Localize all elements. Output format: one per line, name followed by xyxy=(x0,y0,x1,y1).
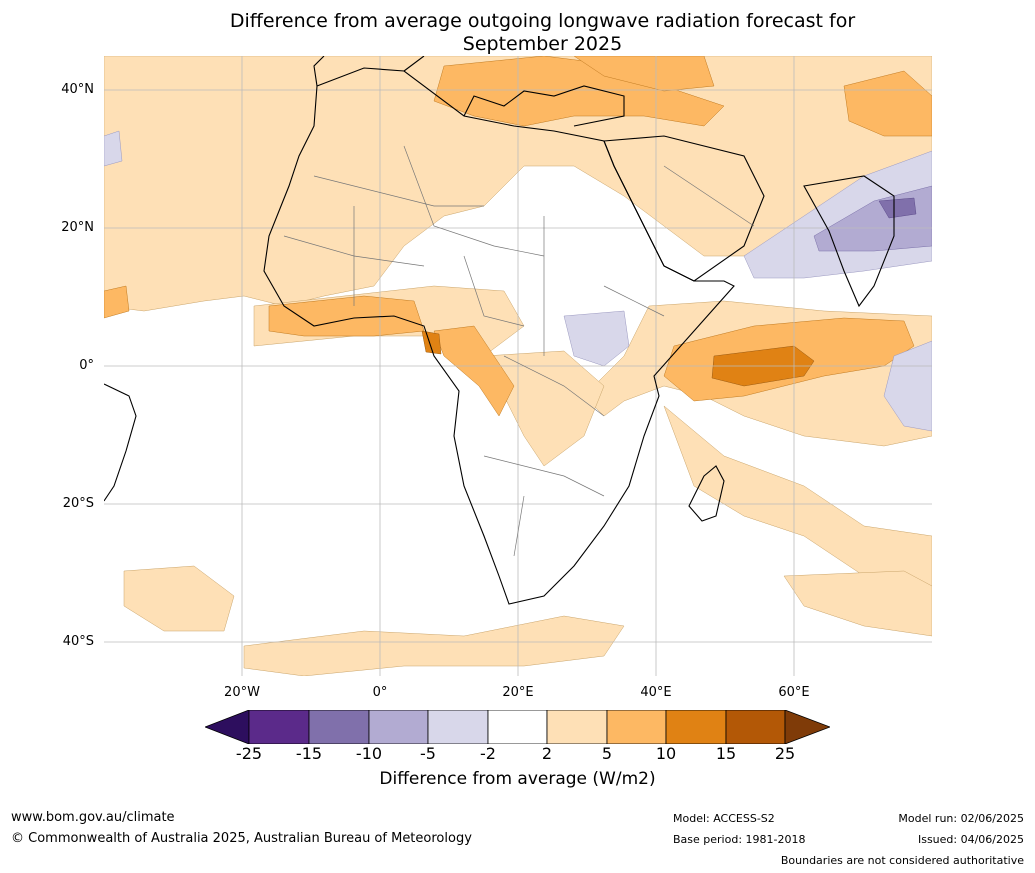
colorbar-bin-4 xyxy=(427,710,489,744)
lon-label-20w: 20°W xyxy=(224,685,260,700)
colorbar-bin-5 xyxy=(487,710,548,744)
anomaly-region-south-atlantic xyxy=(123,565,235,632)
olr-anomaly-map xyxy=(104,56,932,676)
colorbar-title: Difference from average (W/m2) xyxy=(379,769,656,789)
colorbar-tick-2: -15 xyxy=(295,744,323,763)
lat-label-40n: 40°N xyxy=(61,82,94,97)
footer-model-run: Model run: 02/06/2025 xyxy=(898,812,1024,825)
anomaly-region-congo xyxy=(421,330,442,355)
anomaly-region-east-indian xyxy=(883,340,932,432)
anomaly-region-equatorial-atlantic xyxy=(104,285,130,319)
anomaly-region-southern-africa xyxy=(483,350,605,467)
colorbar-tick-10: 25 xyxy=(774,744,796,763)
colorbar-tick-5: -2 xyxy=(480,744,496,763)
lon-label-20e: 20°E xyxy=(502,685,534,700)
colorbar-bin-1 xyxy=(248,710,310,744)
madagascar-coastline xyxy=(688,465,725,522)
colorbar xyxy=(205,710,830,744)
map-panel xyxy=(104,56,932,676)
coastlines xyxy=(104,56,895,605)
anomaly-region-south-indian xyxy=(783,570,932,637)
country-borders xyxy=(283,145,755,557)
anomaly-region-central-india xyxy=(878,197,917,219)
colorbar-tick-9: 15 xyxy=(715,744,737,763)
colorbar-tick-3: -10 xyxy=(355,744,383,763)
anomaly-region-turkey xyxy=(573,56,715,92)
colorbar-bin-9 xyxy=(725,710,786,744)
footer-disclaimer: Boundaries are not considered authoritat… xyxy=(780,854,1024,867)
arabia-coastline xyxy=(603,135,765,282)
colorbar-bin-7 xyxy=(606,710,667,744)
lon-label-40e: 40°E xyxy=(640,685,672,700)
colorbar-tick-1: -25 xyxy=(235,744,263,763)
colorbar-tick-8: 10 xyxy=(655,744,677,763)
anomaly-region-central-africa xyxy=(433,325,515,417)
colorbar-bin-3 xyxy=(368,710,429,744)
colorbar-extend-low xyxy=(205,710,250,744)
footer-model: Model: ACCESS-S2 xyxy=(673,812,775,825)
footer-issued: Issued: 04/06/2025 xyxy=(917,833,1024,846)
colorbar-tick-6: 2 xyxy=(541,744,553,763)
anomaly-region-himalaya xyxy=(843,70,932,137)
europe-coastline xyxy=(313,56,625,127)
footer-url[interactable]: www.bom.gov.au/climate xyxy=(11,810,175,825)
lat-label-20n: 20°N xyxy=(61,220,94,235)
lon-label-60e: 60°E xyxy=(778,685,810,700)
anomaly-region-east-africa xyxy=(563,310,630,367)
footer-copyright: © Commonwealth of Australia 2025, Austra… xyxy=(11,831,472,846)
colorbar-tick-4: -5 xyxy=(420,744,436,763)
colorbar-tick-7: 5 xyxy=(601,744,613,763)
footer-base-period: Base period: 1981-2018 xyxy=(673,833,806,846)
graticule xyxy=(104,56,932,676)
anomaly-region-southern-ocean xyxy=(243,615,625,676)
colorbar-bin-6 xyxy=(546,710,608,744)
colorbar-extend-high xyxy=(784,710,830,744)
lat-label-0: 0° xyxy=(79,358,94,373)
lat-label-20s: 20°S xyxy=(62,496,94,511)
map-title: Difference from average outgoing longwav… xyxy=(0,10,1035,56)
south-america-coastline xyxy=(104,383,137,502)
colorbar-bin-2 xyxy=(308,710,370,744)
lat-label-40s: 40°S xyxy=(62,634,94,649)
title-line-2: September 2025 xyxy=(462,33,623,55)
anomaly-region-gulf-of-guinea xyxy=(268,295,425,337)
anomaly-region-atlantic-small xyxy=(104,130,123,167)
anomaly-region-mozambique-channel xyxy=(663,405,932,597)
title-line-1: Difference from average outgoing longwav… xyxy=(229,10,856,32)
colorbar-bin-8 xyxy=(665,710,727,744)
lon-label-0: 0° xyxy=(372,685,388,700)
india-coastline xyxy=(803,175,895,308)
